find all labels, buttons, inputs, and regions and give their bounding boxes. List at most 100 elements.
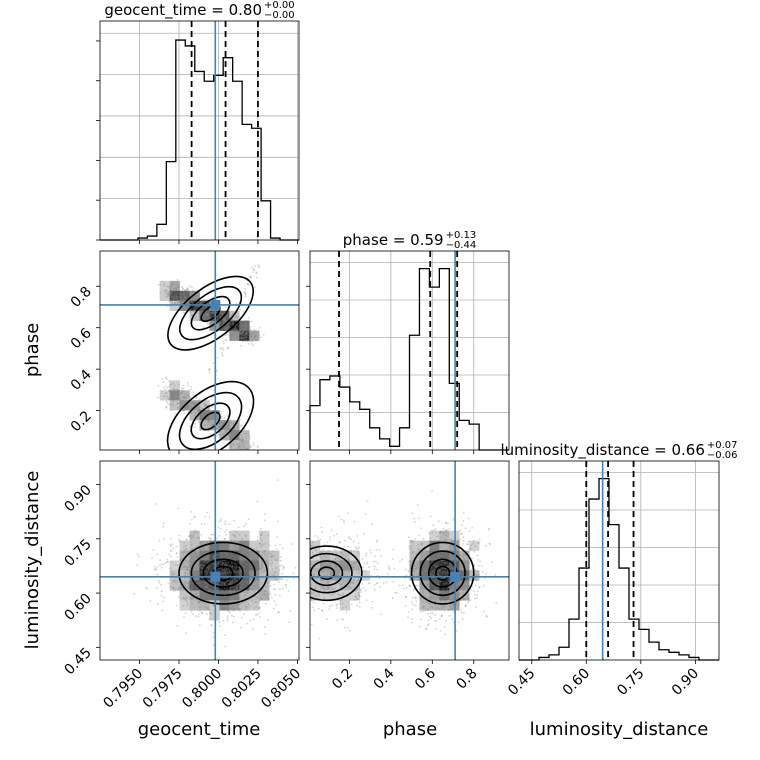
scatter-point xyxy=(226,326,229,329)
scatter-point xyxy=(209,538,212,540)
scatter-point xyxy=(226,598,229,601)
scatter-point xyxy=(223,318,225,320)
scatter-point xyxy=(301,541,303,543)
scatter-point xyxy=(194,515,196,518)
scatter-point xyxy=(482,584,485,587)
scatter-point xyxy=(410,539,413,542)
scatter-point xyxy=(234,326,237,329)
scatter-point xyxy=(202,326,205,329)
scatter-point xyxy=(258,567,261,570)
scatter-point xyxy=(426,624,429,627)
scatter-point xyxy=(465,568,468,571)
contour-line xyxy=(435,565,451,581)
scatter-point xyxy=(212,636,215,638)
scatter-point xyxy=(204,605,207,608)
scatter-point xyxy=(186,566,189,569)
scatter-point xyxy=(197,410,200,412)
scatter-point xyxy=(165,405,168,408)
scatter-point xyxy=(446,588,449,590)
scatter-point xyxy=(464,527,467,530)
scatter-point xyxy=(180,391,183,394)
scatter-point xyxy=(203,305,206,308)
scatter-point xyxy=(198,582,201,585)
scatter-point xyxy=(424,578,426,581)
scatter-point xyxy=(178,301,181,304)
scatter-point xyxy=(323,562,325,565)
scatter-point xyxy=(405,586,408,589)
scatter-point xyxy=(474,584,477,587)
scatter-point xyxy=(285,605,287,607)
scatter-point xyxy=(421,601,424,603)
scatter-point xyxy=(247,330,250,333)
scatter-point xyxy=(210,613,213,615)
scatter-point xyxy=(440,554,443,557)
scatter-point xyxy=(464,554,467,556)
scatter-point xyxy=(301,553,303,555)
scatter-point xyxy=(170,391,173,394)
scatter-point xyxy=(427,562,430,565)
scatter-point xyxy=(207,317,210,320)
scatter-point xyxy=(189,564,192,567)
panel-frame xyxy=(99,20,300,241)
scatter-point xyxy=(251,603,254,606)
scatter-point xyxy=(458,538,461,541)
scatter-point xyxy=(343,545,346,548)
scatter-point xyxy=(212,604,215,607)
scatter-point xyxy=(411,512,414,515)
scatter-point xyxy=(236,339,239,342)
scatter-point xyxy=(439,629,442,632)
scatter-point xyxy=(205,313,208,316)
scatter-point xyxy=(207,315,210,317)
scatter-point xyxy=(244,559,246,561)
scatter-point xyxy=(224,520,227,523)
density-cell xyxy=(189,550,200,561)
scatter-point xyxy=(186,394,188,397)
density-cell xyxy=(239,560,250,571)
scatter-point xyxy=(468,561,471,564)
scatter-point xyxy=(196,301,199,304)
scatter-point xyxy=(187,586,190,589)
scatter-point xyxy=(197,301,200,303)
scatter-point xyxy=(233,519,235,522)
scatter-point xyxy=(261,598,263,600)
scatter-point xyxy=(224,572,227,575)
scatter-point xyxy=(232,320,234,323)
scatter-point xyxy=(266,564,269,567)
density-cell xyxy=(329,550,341,561)
scatter-point xyxy=(171,296,174,298)
scatter-point xyxy=(220,552,223,555)
scatter-point xyxy=(431,530,434,532)
scatter-point xyxy=(256,538,259,541)
scatter-point xyxy=(233,544,236,547)
density-cell xyxy=(169,280,180,292)
scatter-point xyxy=(249,336,251,338)
scatter-point xyxy=(155,503,158,505)
scatter-point xyxy=(217,557,219,560)
scatter-point xyxy=(203,317,205,319)
scatter-point xyxy=(191,402,194,405)
scatter-point xyxy=(365,552,368,555)
scatter-point xyxy=(316,577,318,580)
scatter-point xyxy=(195,592,198,595)
scatter-point xyxy=(234,535,237,537)
scatter-point xyxy=(319,555,322,558)
density-cell xyxy=(419,560,430,571)
density-cell xyxy=(249,330,260,341)
scatter-point xyxy=(468,572,471,575)
scatter-point xyxy=(230,337,232,340)
scatter-point xyxy=(187,565,190,568)
scatter-point xyxy=(259,597,262,599)
scatter-point xyxy=(199,406,202,408)
scatter-point xyxy=(210,624,212,626)
scatter-point xyxy=(201,596,204,599)
scatter-point xyxy=(247,553,250,556)
scatter-point xyxy=(276,479,279,482)
scatter-point xyxy=(191,313,194,316)
scatter-point xyxy=(358,601,361,604)
scatter-point xyxy=(244,535,247,537)
scatter-point xyxy=(287,590,290,592)
scatter-point xyxy=(490,561,493,564)
scatter-point xyxy=(171,397,174,399)
scatter-point xyxy=(257,606,260,609)
scatter-point xyxy=(203,405,206,407)
